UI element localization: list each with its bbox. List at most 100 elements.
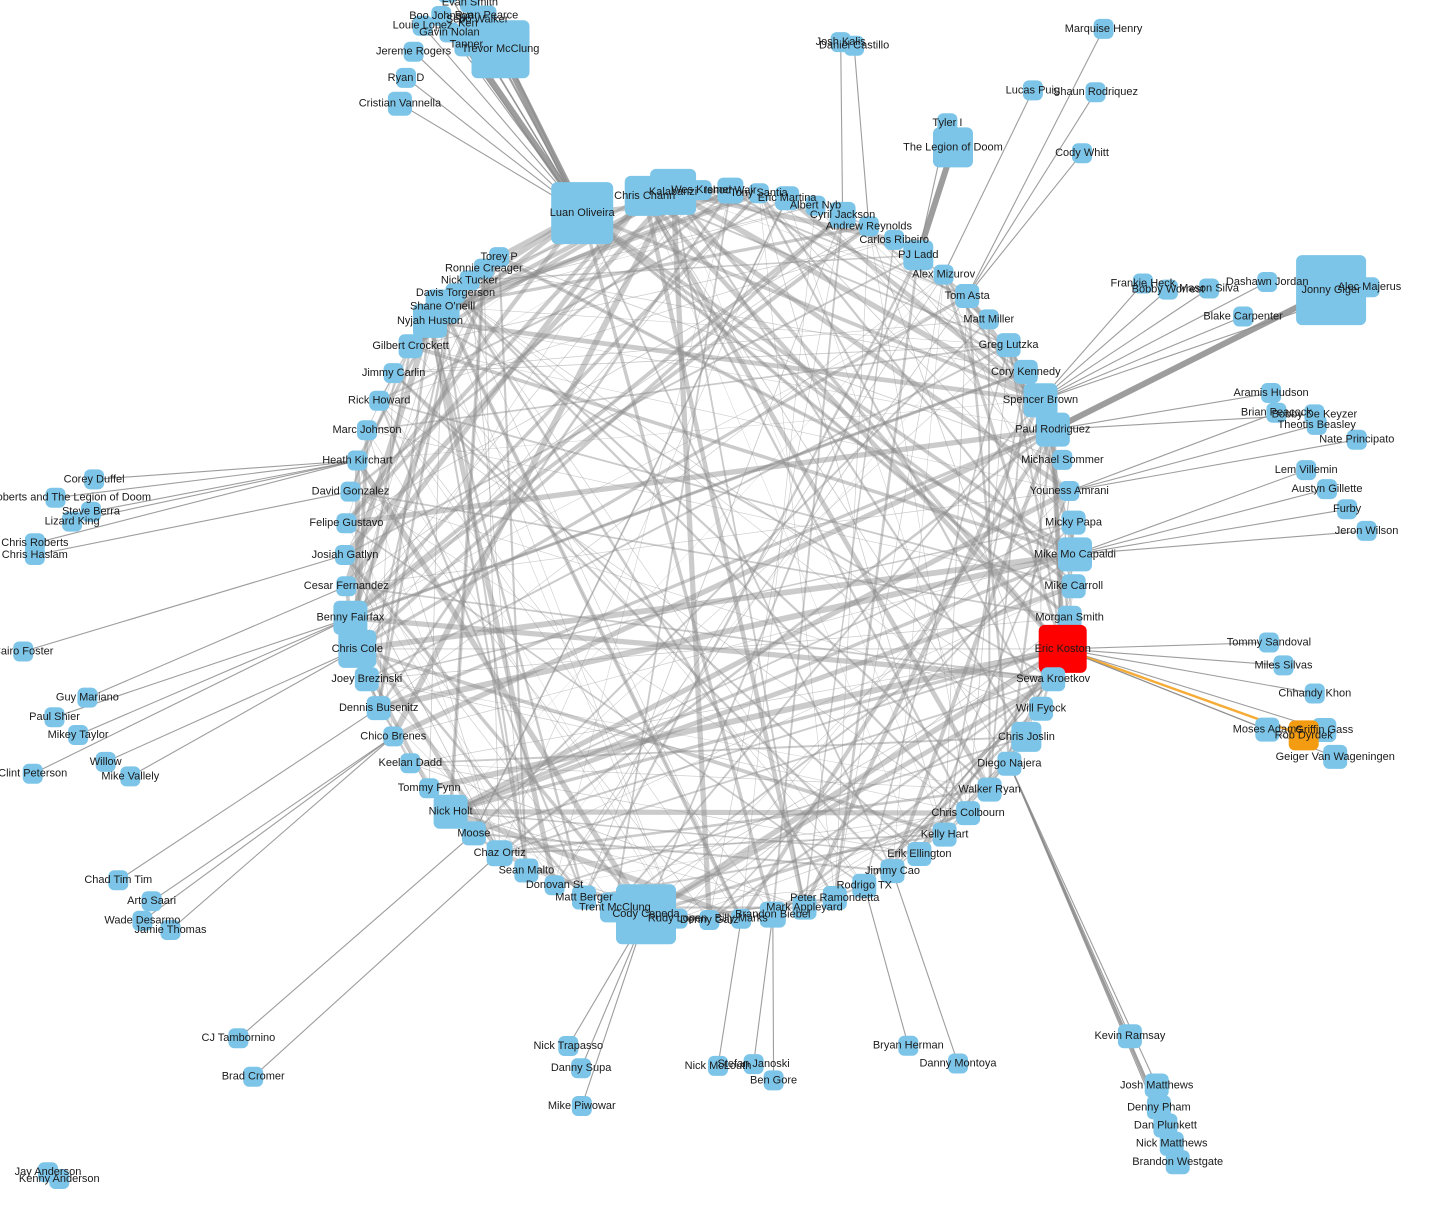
svg-text:PJ Ladd: PJ Ladd xyxy=(898,249,938,261)
svg-text:Paul Rodriguez: Paul Rodriguez xyxy=(1015,424,1090,436)
svg-text:Micky Papa: Micky Papa xyxy=(1045,517,1103,529)
svg-text:Chris Colbourn: Chris Colbourn xyxy=(931,807,1004,819)
svg-text:Brad Cromer: Brad Cromer xyxy=(222,1071,285,1083)
svg-text:Cristian Vannella: Cristian Vannella xyxy=(359,98,442,110)
svg-text:Chris Haslam: Chris Haslam xyxy=(2,549,68,561)
svg-text:Arto Saari: Arto Saari xyxy=(127,895,176,907)
svg-text:Matt Berger: Matt Berger xyxy=(555,891,613,903)
svg-text:Brandon Westgate: Brandon Westgate xyxy=(1132,1156,1223,1168)
svg-text:Trevor McClung: Trevor McClung xyxy=(462,43,540,55)
svg-text:Danny Montoya: Danny Montoya xyxy=(919,1057,997,1069)
svg-text:Frankie Heck: Frankie Heck xyxy=(1111,277,1176,289)
svg-text:Tommy Fynn: Tommy Fynn xyxy=(398,782,461,794)
svg-text:Wade Desarmo: Wade Desarmo xyxy=(104,915,180,927)
svg-text:The Legion of Doom: The Legion of Doom xyxy=(903,141,1003,153)
svg-text:Sewa Kroetkov: Sewa Kroetkov xyxy=(1016,673,1090,685)
svg-text:Lucas Puig: Lucas Puig xyxy=(1006,84,1060,96)
svg-text:Tommy Sandoval: Tommy Sandoval xyxy=(1227,636,1311,648)
svg-text:Jay Anderson: Jay Anderson xyxy=(15,1166,82,1178)
svg-text:Rodrigo TX: Rodrigo TX xyxy=(837,880,893,892)
svg-text:Ronnie Creager: Ronnie Creager xyxy=(445,263,523,275)
svg-text:Torey P: Torey P xyxy=(480,251,517,263)
svg-text:Sean Malto: Sean Malto xyxy=(499,864,555,876)
svg-text:Kevin Ramsay: Kevin Ramsay xyxy=(1094,1030,1165,1042)
svg-text:Clint Peterson: Clint Peterson xyxy=(0,768,67,780)
svg-text:Ryan Pearce: Ryan Pearce xyxy=(455,9,519,21)
svg-text:Matt Miller: Matt Miller xyxy=(963,313,1014,325)
svg-text:Davis Torgerson: Davis Torgerson xyxy=(416,287,495,299)
svg-text:Chaz Ortiz: Chaz Ortiz xyxy=(474,847,526,859)
svg-text:Steve Berra: Steve Berra xyxy=(62,506,121,518)
svg-text:Guy Mariano: Guy Mariano xyxy=(56,692,119,704)
svg-text:Eric Koston: Eric Koston xyxy=(1035,643,1091,655)
svg-text:Stefan Janoski: Stefan Janoski xyxy=(718,1058,790,1070)
svg-text:Mike Piwowar: Mike Piwowar xyxy=(548,1100,616,1112)
svg-text:Morgan Smith: Morgan Smith xyxy=(1035,612,1103,624)
svg-text:Theotis Beasley: Theotis Beasley xyxy=(1278,419,1357,431)
svg-text:Spencer Brown: Spencer Brown xyxy=(1003,394,1078,406)
svg-text:Evan Smith: Evan Smith xyxy=(442,0,498,9)
svg-text:Bryan Herman: Bryan Herman xyxy=(873,1040,944,1052)
svg-text:Jereme Rogers: Jereme Rogers xyxy=(376,46,452,58)
svg-text:Felipe Gustavo: Felipe Gustavo xyxy=(309,517,383,529)
svg-text:Denny Pham: Denny Pham xyxy=(1127,1101,1191,1113)
svg-text:Tyler I: Tyler I xyxy=(932,117,962,129)
svg-text:Josh Matthews: Josh Matthews xyxy=(1120,1079,1194,1091)
svg-text:Willow: Willow xyxy=(90,756,122,768)
svg-text:Benny Fairfax: Benny Fairfax xyxy=(316,612,384,624)
svg-text:Nyjah Huston: Nyjah Huston xyxy=(397,315,463,327)
svg-text:Chris Roberts: Chris Roberts xyxy=(1,537,69,549)
svg-text:Lem Villemin: Lem Villemin xyxy=(1275,464,1338,476)
svg-text:Heath Kirchart: Heath Kirchart xyxy=(322,454,392,466)
svg-text:Chico Brenes: Chico Brenes xyxy=(360,730,427,742)
svg-text:Diego Najera: Diego Najera xyxy=(977,758,1042,770)
svg-text:Dennis Busenitz: Dennis Busenitz xyxy=(339,702,419,714)
svg-text:Erik Ellington: Erik Ellington xyxy=(887,848,951,860)
svg-text:Corey Duffel: Corey Duffel xyxy=(64,473,125,485)
svg-text:Rick Howard: Rick Howard xyxy=(348,395,410,407)
svg-text:Mikey Taylor: Mikey Taylor xyxy=(48,729,109,741)
svg-text:Will Fyock: Will Fyock xyxy=(1016,703,1067,715)
svg-text:Cairo Foster: Cairo Foster xyxy=(0,645,54,657)
svg-text:Cesar Fernandez: Cesar Fernandez xyxy=(304,580,389,592)
svg-text:Alex Mizurov: Alex Mizurov xyxy=(912,269,975,281)
svg-text:Chad Tim Tim: Chad Tim Tim xyxy=(84,874,152,886)
svg-text:Ryan D: Ryan D xyxy=(388,72,425,84)
svg-text:Mike Mo Capaldi: Mike Mo Capaldi xyxy=(1034,548,1116,560)
svg-text:Donovan St: Donovan St xyxy=(526,879,583,891)
svg-text:Cory Kennedy: Cory Kennedy xyxy=(991,366,1061,378)
svg-text:Walker Ryan: Walker Ryan xyxy=(958,784,1021,796)
svg-text:Geiger Van Wageningen: Geiger Van Wageningen xyxy=(1276,751,1395,763)
svg-text:Josh Kalis: Josh Kalis xyxy=(816,36,867,48)
svg-text:Kelly Hart: Kelly Hart xyxy=(921,829,969,841)
svg-text:Cody Whitt: Cody Whitt xyxy=(1055,147,1109,159)
svg-text:Bobby De Keyzer: Bobby De Keyzer xyxy=(1272,408,1358,420)
svg-text:Mike Carroll: Mike Carroll xyxy=(1044,580,1103,592)
svg-text:Youness Amrani: Youness Amrani xyxy=(1030,485,1109,497)
svg-text:Moose: Moose xyxy=(457,827,490,839)
svg-text:Dan Plunkett: Dan Plunkett xyxy=(1134,1119,1197,1131)
svg-text:Nick Holt: Nick Holt xyxy=(429,806,473,818)
svg-text:Luan Oliveira: Luan Oliveira xyxy=(550,207,616,219)
svg-text:Austyn Gillette: Austyn Gillette xyxy=(1292,483,1363,495)
svg-text:Mike Vallely: Mike Vallely xyxy=(101,770,159,782)
svg-text:Jonny Giger: Jonny Giger xyxy=(1301,284,1361,296)
svg-text:Jimmy Cao: Jimmy Cao xyxy=(865,865,920,877)
svg-text:Gilbert Crockett: Gilbert Crockett xyxy=(372,340,448,352)
svg-text:David Gonzalez: David Gonzalez xyxy=(312,486,390,498)
svg-text:Nick Tucker: Nick Tucker xyxy=(441,274,499,286)
svg-text:Blake Carpenter: Blake Carpenter xyxy=(1203,310,1283,322)
svg-text:Marquise Henry: Marquise Henry xyxy=(1065,23,1143,35)
svg-text:Chris Joslin: Chris Joslin xyxy=(998,731,1055,743)
svg-text:Miles Silvas: Miles Silvas xyxy=(1254,659,1313,671)
svg-text:Furby: Furby xyxy=(1333,503,1362,515)
svg-text:Danny Supa: Danny Supa xyxy=(551,1062,612,1074)
svg-text:Nick Trapasso: Nick Trapasso xyxy=(533,1040,603,1052)
svg-text:Chhandy Khon: Chhandy Khon xyxy=(1278,687,1351,699)
svg-text:Carlos Ribeiro: Carlos Ribeiro xyxy=(859,234,929,246)
svg-text:Tom Asta: Tom Asta xyxy=(945,290,991,302)
svg-text:Shaun Rodriquez: Shaun Rodriquez xyxy=(1053,86,1138,98)
svg-text:Paul Shier: Paul Shier xyxy=(29,711,80,723)
svg-text:Cyril Jackson: Cyril Jackson xyxy=(810,209,875,221)
svg-text:Chris Roberts and The Legion o: Chris Roberts and The Legion of Doom xyxy=(0,492,151,504)
